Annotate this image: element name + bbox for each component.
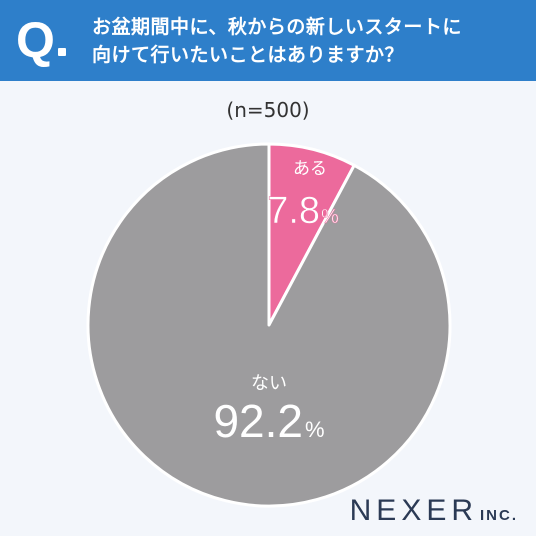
slice-value-nai-number: 92.2	[213, 395, 303, 447]
question-line-1: お盆期間中に、秋からの新しいスタートに	[92, 16, 462, 38]
sample-size: (n=500)	[226, 98, 310, 122]
slice-label-nai: ない	[251, 373, 287, 394]
nexer-logo: NEXER INC.	[350, 494, 518, 528]
q-mark: Q	[16, 12, 55, 68]
logo-suffix: INC.	[480, 507, 518, 524]
slice-value-nai: 92.2%	[213, 395, 324, 447]
slice-value-nai-unit: %	[305, 417, 325, 442]
slice-label-aru: ある	[293, 159, 327, 179]
slice-value-aru-number: 7.8	[267, 190, 320, 232]
slice-value-aru-unit: %	[321, 206, 339, 228]
logo-name: NEXER	[349, 494, 478, 527]
q-dot-icon	[58, 48, 66, 56]
pie-slice-nai	[86, 142, 452, 508]
question-line-2: 向けて行いたいことはありますか？	[92, 44, 405, 66]
question-header: Q お盆期間中に、秋からの新しいスタートに 向けて行いたいことはありますか？	[0, 0, 536, 81]
slice-value-aru: 7.8%	[267, 190, 339, 232]
question-text: お盆期間中に、秋からの新しいスタートに 向けて行いたいことはありますか？	[92, 13, 522, 69]
